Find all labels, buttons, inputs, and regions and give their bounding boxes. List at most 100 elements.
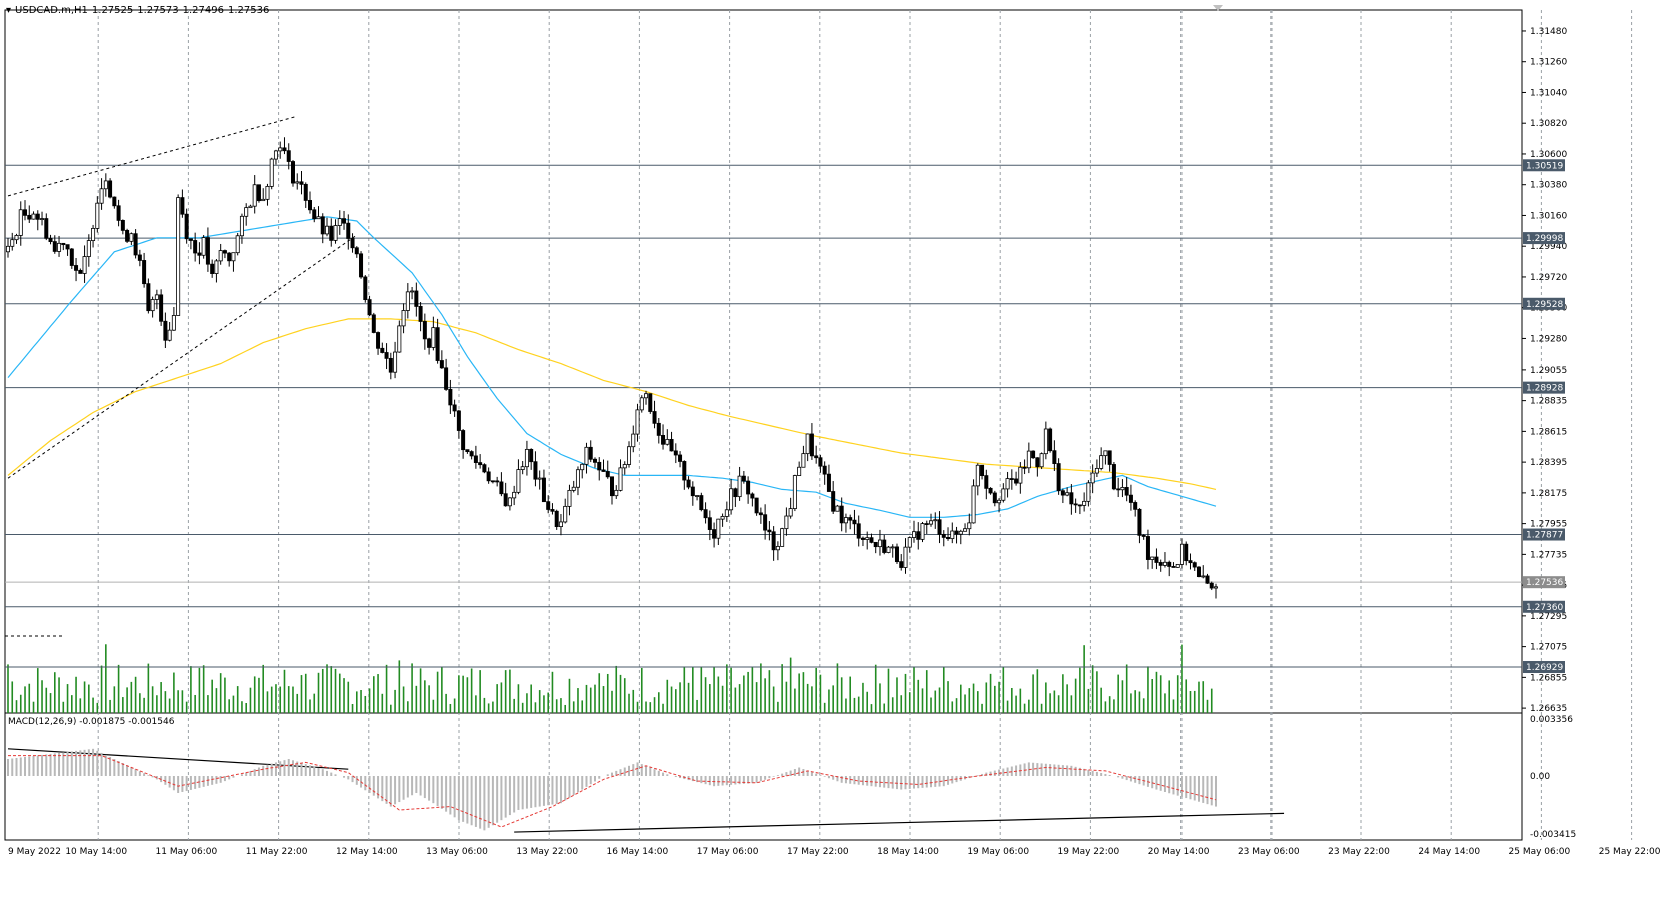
candle-up xyxy=(14,235,19,241)
candle-down xyxy=(899,561,904,568)
candle-down xyxy=(116,205,121,221)
price-level-box xyxy=(1523,232,1565,245)
candle-up xyxy=(265,186,270,200)
candle-up xyxy=(1099,455,1104,469)
candle-down xyxy=(937,519,942,535)
candle-down xyxy=(533,461,538,480)
candle-down xyxy=(69,248,74,266)
candle-up xyxy=(57,242,62,252)
price-level-label: 1.29528 xyxy=(1526,300,1563,310)
candle-down xyxy=(320,216,325,235)
candle-down xyxy=(848,517,853,521)
candle-up xyxy=(903,546,908,568)
candle-up xyxy=(1214,586,1219,589)
candle-down xyxy=(988,487,993,494)
time-label: 23 May 06:00 xyxy=(1238,847,1300,857)
candle-up xyxy=(950,530,955,540)
price-tick-label: 1.31040 xyxy=(1530,88,1567,98)
candle-down xyxy=(1209,582,1214,589)
candle-up xyxy=(218,250,223,262)
candle-down xyxy=(924,523,929,525)
candle-down xyxy=(448,388,453,406)
price-tick-label: 1.27735 xyxy=(1530,550,1567,560)
candle-down xyxy=(376,332,381,349)
time-label: 11 May 06:00 xyxy=(156,847,218,857)
candle-down xyxy=(329,225,334,241)
time-label: 18 May 14:00 xyxy=(877,847,939,857)
candle-up xyxy=(150,299,155,312)
candle-up xyxy=(295,181,300,184)
candle-down xyxy=(818,457,823,467)
candle-down xyxy=(1188,560,1193,564)
candle-up xyxy=(967,522,972,530)
candle-up xyxy=(971,485,976,524)
candle-down xyxy=(669,439,674,452)
candle-down xyxy=(418,306,423,322)
candle-down xyxy=(703,509,708,519)
candle-down xyxy=(363,276,368,301)
candle-down xyxy=(188,238,193,241)
candle-down xyxy=(193,240,198,254)
candle-up xyxy=(1120,487,1125,491)
candle-down xyxy=(767,529,772,533)
candle-down xyxy=(495,480,500,483)
candle-up xyxy=(843,517,848,524)
candle-down xyxy=(954,530,959,535)
candle-up xyxy=(316,216,321,220)
time-label: 24 May 14:00 xyxy=(1418,847,1480,857)
candle-down xyxy=(980,464,985,477)
candle-up xyxy=(1162,561,1167,566)
price-tick-label: 1.28175 xyxy=(1530,489,1567,499)
candle-down xyxy=(541,477,546,503)
price-tick-label: 1.30820 xyxy=(1530,119,1567,129)
candle-down xyxy=(1192,562,1197,568)
candle-up xyxy=(1005,478,1010,490)
candle-down xyxy=(350,238,355,249)
chart-shift-marker-icon xyxy=(1213,5,1223,11)
candle-down xyxy=(592,458,597,463)
dropdown-triangle-icon[interactable]: ▾ xyxy=(6,5,12,16)
price-tick-label: 1.28835 xyxy=(1530,397,1567,407)
price-tick-label: 1.29940 xyxy=(1530,242,1567,252)
time-label: 16 May 14:00 xyxy=(607,847,669,857)
candle-down xyxy=(44,218,49,239)
candle-down xyxy=(435,327,440,361)
candle-up xyxy=(244,207,249,217)
candle-down xyxy=(163,320,168,341)
candle-up xyxy=(333,225,338,241)
candle-down xyxy=(1145,536,1150,560)
candle-up xyxy=(618,467,623,491)
price-level-box xyxy=(1523,297,1565,310)
candle-down xyxy=(1116,488,1121,491)
time-label: 13 May 06:00 xyxy=(426,847,488,857)
candle-up xyxy=(431,327,436,348)
price-tick-label: 1.30600 xyxy=(1530,150,1567,160)
candle-up xyxy=(273,150,278,160)
candle-down xyxy=(482,464,487,473)
candle-up xyxy=(614,489,619,497)
candle-up xyxy=(775,546,780,551)
candle-down xyxy=(873,541,878,548)
candle-down xyxy=(831,491,836,512)
candle-up xyxy=(40,218,45,220)
candle-down xyxy=(312,209,317,220)
candle-down xyxy=(984,475,989,489)
candle-up xyxy=(1150,556,1155,560)
candle-down xyxy=(699,495,704,511)
candle-up xyxy=(805,433,810,455)
price-level-box xyxy=(1523,600,1565,613)
candle-down xyxy=(74,265,79,271)
candle-down xyxy=(27,214,32,220)
moving-average-fast xyxy=(7,216,1217,518)
price-tick-label: 1.31260 xyxy=(1530,58,1567,68)
candle-up xyxy=(1018,466,1023,484)
price-tick-label: 1.29055 xyxy=(1530,366,1567,376)
price-level-label: 1.27877 xyxy=(1526,531,1563,541)
candle-up xyxy=(1090,472,1095,484)
candle-up xyxy=(1201,575,1206,578)
time-label: 25 May 22:00 xyxy=(1599,847,1661,857)
candle-down xyxy=(597,461,602,471)
candle-down xyxy=(661,435,666,445)
